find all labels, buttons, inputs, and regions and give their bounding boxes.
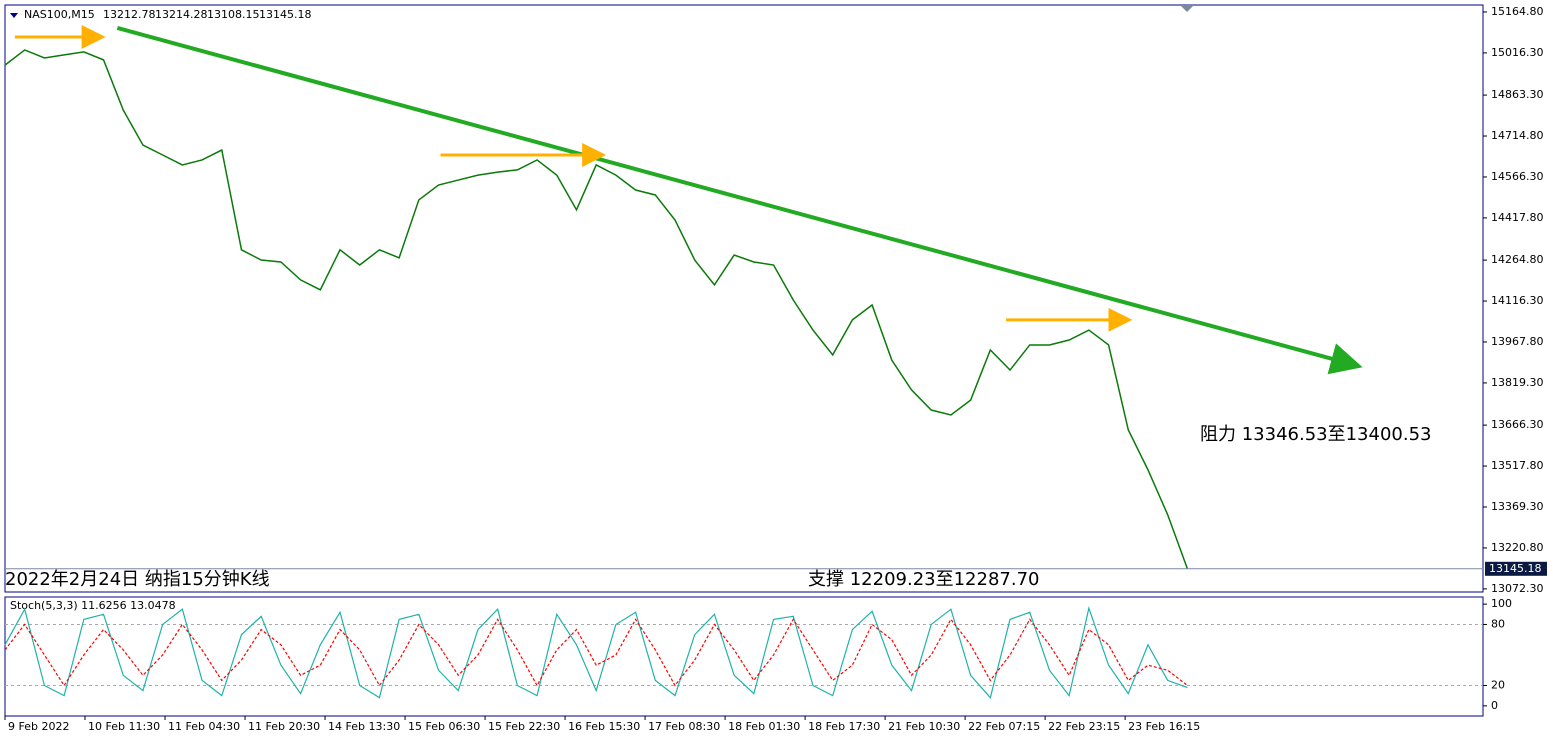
- y-tick-label: 14714.80: [1491, 129, 1544, 142]
- y-tick-label: 20: [1491, 678, 1505, 691]
- x-tick-label: 18 Feb 01:30: [728, 720, 800, 733]
- x-tick-label: 10 Feb 11:30: [88, 720, 160, 733]
- x-tick-label: 15 Feb 06:30: [408, 720, 480, 733]
- price-box: [1485, 561, 1547, 576]
- price-label: 13145.18: [1489, 562, 1542, 575]
- y-tick-label: 13369.30: [1491, 500, 1544, 513]
- y-tick-label: 13220.80: [1491, 541, 1544, 554]
- annotation: 2022年2月24日 纳指15分钟K线: [5, 569, 270, 590]
- x-tick-label: 11 Feb 04:30: [168, 720, 240, 733]
- y-tick-label: 0: [1491, 699, 1498, 712]
- x-tick-label: 17 Feb 08:30: [648, 720, 720, 733]
- y-tick-label: 14863.30: [1491, 88, 1544, 101]
- ohlc-value: 13212.78: [103, 8, 156, 21]
- y-tick-label: 100: [1491, 597, 1512, 610]
- y-tick-label: 13666.30: [1491, 418, 1544, 431]
- stoch-panel: [4, 596, 1484, 717]
- y-tick-label: 13517.80: [1491, 459, 1544, 472]
- main-panel: [4, 4, 1484, 593]
- x-tick-label: 18 Feb 17:30: [808, 720, 880, 733]
- x-tick-label: 22 Feb 23:15: [1048, 720, 1120, 733]
- ohlc-value: 13145.18: [259, 8, 312, 21]
- x-tick-label: 21 Feb 10:30: [888, 720, 960, 733]
- annotation: 阻力 13346.53至13400.53: [1200, 424, 1432, 445]
- y-tick-label: 80: [1491, 617, 1505, 630]
- y-tick-label: 13072.30: [1491, 582, 1544, 595]
- x-tick-label: 9 Feb 2022: [8, 720, 69, 733]
- y-tick-label: 14116.30: [1491, 294, 1544, 307]
- stoch-title: Stoch(5,3,3) 11.6256 13.0478: [10, 599, 176, 612]
- y-tick-label: 13967.80: [1491, 335, 1544, 348]
- x-tick-label: 23 Feb 16:15: [1128, 720, 1200, 733]
- ohlc-value: 13214.28: [155, 8, 208, 21]
- y-tick-label: 14264.80: [1491, 253, 1544, 266]
- trendline: [116, 25, 1363, 375]
- stoch-line: [4, 618, 1188, 687]
- symbol: NAS100,M15: [24, 8, 95, 21]
- x-tick-label: 11 Feb 20:30: [248, 720, 320, 733]
- x-tick-label: 22 Feb 07:15: [968, 720, 1040, 733]
- y-tick-label: 15016.30: [1491, 46, 1544, 59]
- x-tick-label: 15 Feb 22:30: [488, 720, 560, 733]
- stoch-line: [4, 605, 1188, 699]
- shift-marker: [1181, 6, 1193, 12]
- menu-arrow: [10, 13, 18, 18]
- x-tick-label: 14 Feb 13:30: [328, 720, 400, 733]
- ohlc-value: 13108.15: [207, 8, 260, 21]
- y-tick-label: 13819.30: [1491, 376, 1544, 389]
- y-tick-label: 14417.80: [1491, 211, 1544, 224]
- y-tick-label: 15164.80: [1491, 5, 1544, 18]
- annotation: 支撑 12209.23至12287.70: [808, 569, 1040, 590]
- x-tick-label: 16 Feb 15:30: [568, 720, 640, 733]
- y-tick-label: 14566.30: [1491, 170, 1544, 183]
